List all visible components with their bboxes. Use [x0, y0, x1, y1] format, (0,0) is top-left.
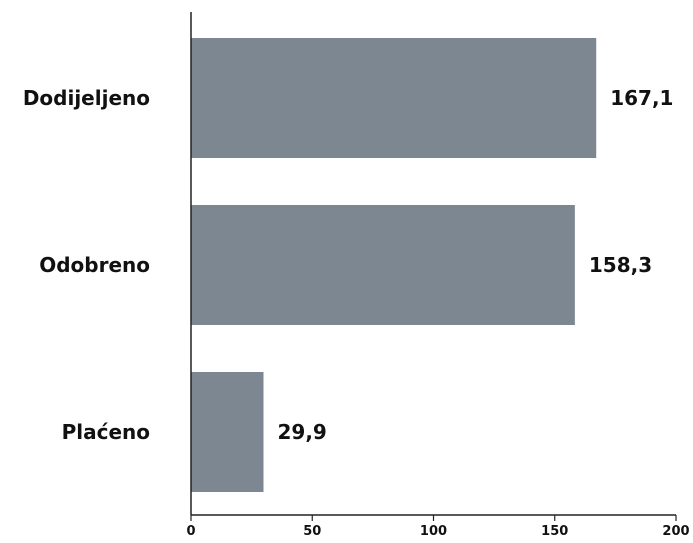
category-label-2: Odobreno [39, 253, 150, 277]
x-tick-label-150: 150 [541, 524, 568, 538]
x-tick-label-100: 100 [420, 524, 447, 538]
value-label-3: 29,9 [278, 420, 327, 444]
x-tick-label-50: 50 [303, 524, 321, 538]
category-label-1: Dodijeljeno [23, 86, 150, 110]
bar-3 [191, 372, 264, 492]
bar-1 [191, 38, 597, 158]
x-tick-label-0: 0 [186, 524, 195, 538]
x-tick-label-200: 200 [662, 524, 689, 538]
category-label-3: Plaćeno [62, 420, 150, 444]
value-label-2: 158,3 [589, 253, 652, 277]
value-label-1: 167,1 [610, 86, 673, 110]
bar-2 [191, 205, 575, 325]
